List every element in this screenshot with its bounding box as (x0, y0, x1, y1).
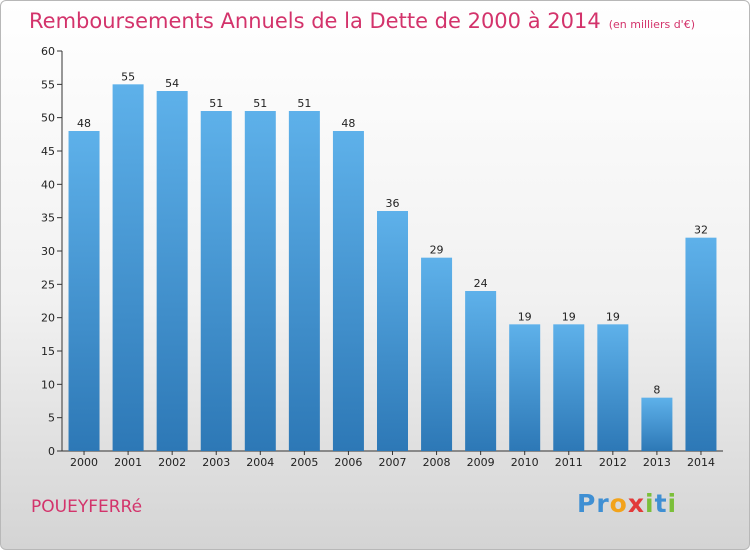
data-label-2008: 29 (430, 244, 444, 257)
chart-title: Remboursements Annuels de la Dette de 20… (29, 9, 601, 33)
y-tick-label: 20 (41, 312, 55, 325)
data-label-2011: 19 (562, 310, 576, 323)
data-label-2010: 19 (518, 310, 532, 323)
y-tick-label: 0 (48, 445, 55, 458)
y-tick-label: 5 (48, 412, 55, 425)
title-line: Remboursements Annuels de la Dette de 20… (29, 9, 695, 33)
bar-2014 (685, 237, 717, 451)
logo-letter: i (645, 489, 655, 518)
y-tick-label: 40 (41, 178, 55, 191)
x-tick-label-2013: 2013 (643, 456, 671, 469)
logo-letter: x (627, 489, 645, 518)
data-label-2003: 51 (209, 97, 223, 110)
data-label-2007: 36 (386, 197, 400, 210)
bar-2010 (509, 324, 541, 451)
y-tick-label: 50 (41, 112, 55, 125)
bar-2003 (200, 111, 232, 451)
bar-2013 (641, 397, 673, 451)
data-labels: 48 55 54 51 51 51 48 36 29 24 19 19 19 8 32 (77, 70, 708, 396)
bar-2000 (68, 131, 100, 451)
proxiti-logo[interactable]: Proxiti (577, 489, 677, 518)
x-tick-label-2010: 2010 (511, 456, 539, 469)
x-tick-label-2009: 2009 (467, 456, 495, 469)
x-tick-label-2002: 2002 (158, 456, 186, 469)
data-label-2005: 51 (297, 97, 311, 110)
bar-2006 (332, 131, 364, 451)
x-tick-label-2001: 2001 (114, 456, 142, 469)
x-tick-label-2004: 2004 (246, 456, 274, 469)
bars (68, 84, 717, 451)
logo-letter: o (609, 489, 628, 518)
x-tick-label-2012: 2012 (599, 456, 627, 469)
data-label-2001: 55 (121, 70, 135, 83)
y-tick-label: 25 (41, 278, 55, 291)
logo-letter: i (667, 489, 678, 518)
bar-2004 (244, 111, 276, 451)
chart-subtitle: (en milliers d'€) (608, 18, 695, 31)
bar-2011 (553, 324, 585, 451)
x-tick-label-2006: 2006 (334, 456, 362, 469)
logo-letter: t (654, 489, 668, 518)
data-label-2006: 48 (341, 117, 355, 130)
data-label-2004: 51 (253, 97, 267, 110)
data-label-2009: 24 (474, 277, 488, 290)
y-tick-label: 35 (41, 212, 55, 225)
bar-2002 (156, 91, 188, 451)
x-tick-label-2000: 2000 (70, 456, 98, 469)
x-tick-label-2007: 2007 (379, 456, 407, 469)
y-tick-label: 15 (41, 345, 55, 358)
data-label-2013: 8 (653, 384, 660, 397)
x-tick-label-2008: 2008 (423, 456, 451, 469)
y-tick-label: 10 (41, 378, 55, 391)
data-label-2000: 48 (77, 117, 91, 130)
y-tick-label: 30 (41, 245, 55, 258)
logo-letter: P (577, 489, 597, 518)
data-label-2012: 19 (606, 310, 620, 323)
x-tick-label-2011: 2011 (555, 456, 583, 469)
y-tick-label: 55 (41, 78, 55, 91)
commune-name: POUEYFERRé (31, 497, 143, 517)
x-axis: 2000 2001 2002 2003 2004 2005 2006 2007 2008 2009… (62, 450, 723, 469)
bar-2007 (377, 211, 408, 451)
logo-letter: r (596, 489, 610, 518)
x-tick-label-2003: 2003 (202, 456, 230, 469)
data-label-2002: 54 (165, 77, 179, 90)
y-axis: 0 5 10 15 20 25 30 35 40 45 50 55 60 (41, 45, 63, 458)
bar-2008 (421, 257, 453, 451)
bar-2005 (288, 111, 320, 451)
y-tick-label: 60 (41, 45, 55, 58)
y-tick-label: 45 (41, 145, 55, 158)
bar-2001 (112, 84, 144, 451)
bar-2012 (597, 324, 629, 451)
bar-2009 (465, 291, 497, 451)
x-tick-label-2005: 2005 (290, 456, 318, 469)
x-tick-label-2014: 2014 (687, 456, 715, 469)
data-label-2014: 32 (694, 224, 708, 237)
